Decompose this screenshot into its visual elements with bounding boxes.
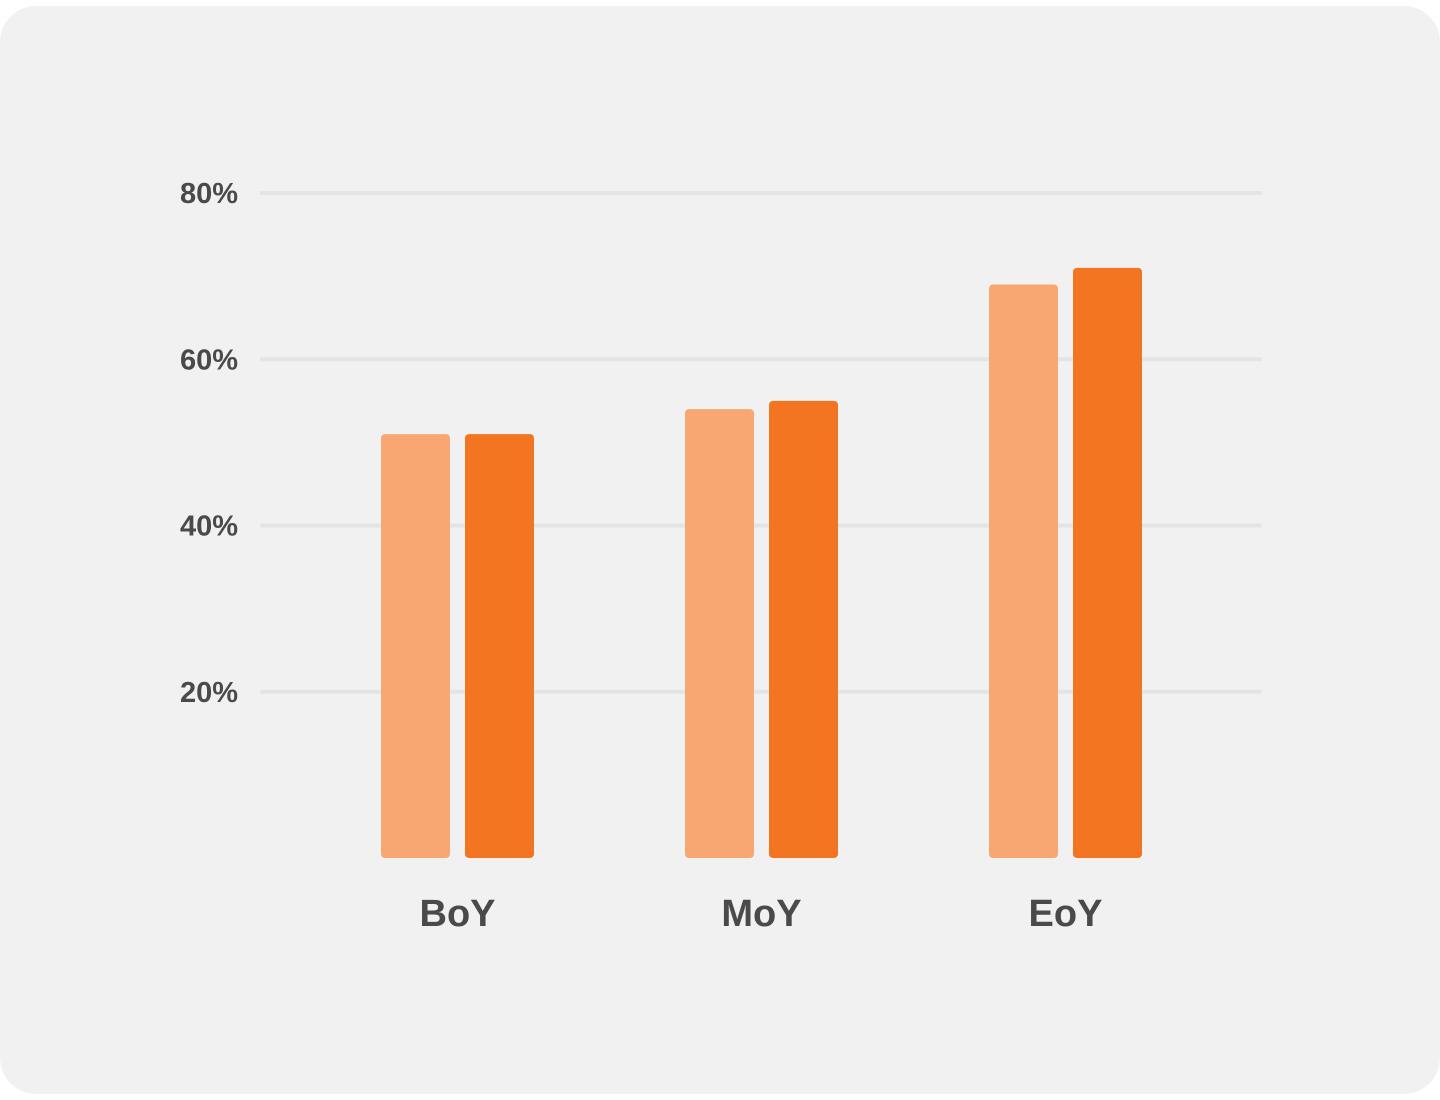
bar xyxy=(769,400,838,858)
x-category-label: EoY xyxy=(1029,893,1103,935)
bar xyxy=(1073,267,1142,858)
x-category-label: MoY xyxy=(721,893,801,935)
x-category-label: BoY xyxy=(420,893,496,935)
bar xyxy=(685,409,754,858)
y-tick-label: 20% xyxy=(180,677,238,709)
bar xyxy=(989,284,1058,858)
bar xyxy=(381,434,450,858)
bar xyxy=(465,434,534,858)
y-tick-label: 80% xyxy=(180,178,238,210)
y-tick-label: 40% xyxy=(180,511,238,543)
y-tick-label: 60% xyxy=(180,344,238,376)
